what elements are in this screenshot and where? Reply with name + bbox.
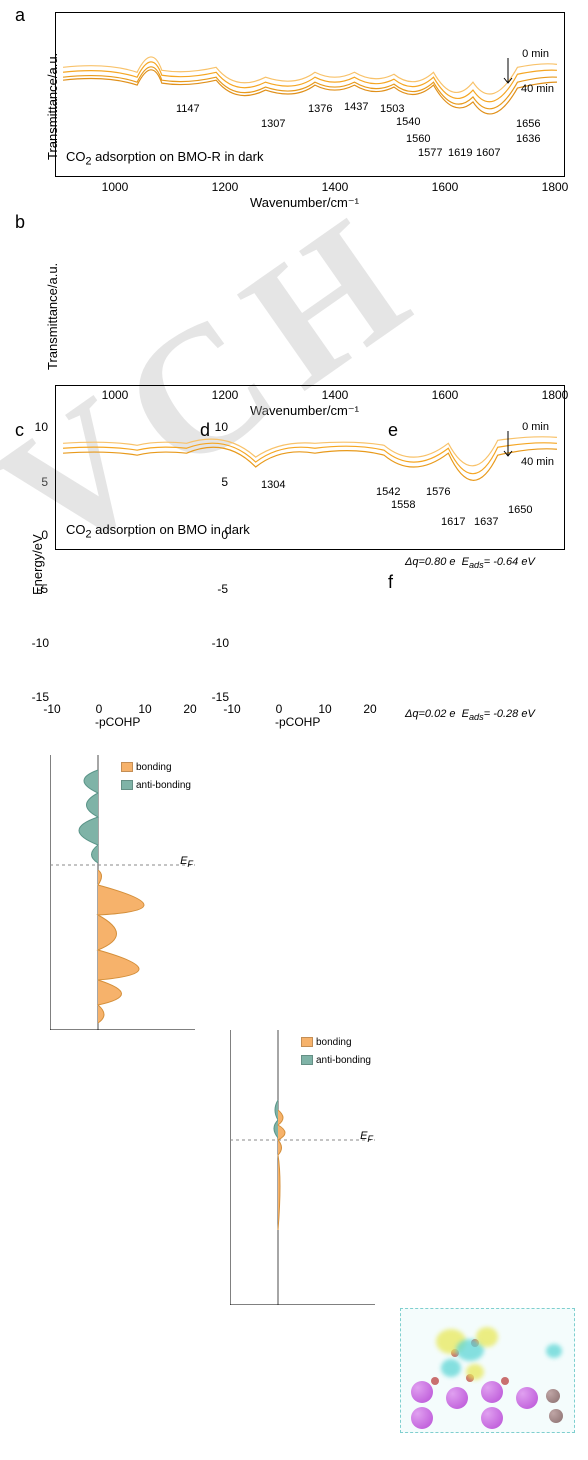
atom-big [411,1381,433,1403]
legend-bonding-c: bonding [121,762,172,773]
xtick-d-0: 0 [272,702,286,716]
ylabel-b: Transmittance/a.u. [45,263,60,370]
peak-1540: 1540 [396,116,420,128]
xtick-a-1600: 1600 [425,180,465,194]
peak-1542: 1542 [376,486,400,498]
cohp-c-svg [50,755,195,1030]
panel-a-label: a [15,5,25,26]
legend-bonding-label-d: bonding [316,1037,352,1048]
peak-1376: 1376 [308,103,332,115]
peak-1307: 1307 [261,118,285,130]
xtick-a-1200: 1200 [205,180,245,194]
legend-antibonding-label-d: anti-bonding [316,1055,371,1066]
xtick-a-1400: 1400 [315,180,355,194]
ytick-c-10: 10 [30,420,48,434]
panel-e-label: e [388,420,398,441]
xtick-a-1000: 1000 [95,180,135,194]
panel-b-label: b [15,212,25,233]
caption-f: Δq=0.02 e Eads= -0.28 eV [405,708,535,722]
time-0min-b: 0 min [522,421,549,433]
xlabel-c: -pCOHP [95,715,140,729]
iso-pos [476,1327,498,1347]
peak-1558: 1558 [391,499,415,511]
xtick-d-n10: -10 [220,702,244,716]
iso-neg [441,1359,461,1377]
time-40min-a: 40 min [521,83,554,95]
ytick-d-n5: -5 [210,582,228,596]
peak-1636: 1636 [516,133,540,145]
peak-1617: 1617 [441,516,465,528]
peak-1560: 1560 [406,133,430,145]
iso-neg [546,1344,562,1358]
peak-1607: 1607 [476,147,500,159]
time-40min-b: 40 min [521,456,554,468]
panel-c-cohp: bonding anti-bonding EF [50,755,195,1030]
legend-d: bonding anti-bonding [301,1034,371,1070]
caption-b: CO2 adsorption on BMO in dark [66,522,250,541]
peak-1637: 1637 [474,516,498,528]
legend-antibonding-d: anti-bonding [301,1055,371,1066]
xtick-a-1800: 1800 [535,180,575,194]
atom-big [411,1407,433,1429]
ef-label-d: EF [360,1130,373,1144]
panel-c-label: c [15,420,24,441]
legend-c: bonding anti-bonding [121,759,191,795]
time-0min-a: 0 min [522,48,549,60]
xtick-d-10: 10 [315,702,335,716]
ytick-d-n10: -10 [205,636,229,650]
legend-bonding-label-c: bonding [136,762,172,773]
xtick-c-0: 0 [92,702,106,716]
xtick-d-20: 20 [360,702,380,716]
legend-bonding-d: bonding [301,1037,352,1048]
panel-d-cohp: bonding anti-bonding EF [230,1030,375,1305]
peak-1304: 1304 [261,479,285,491]
panel-d-label: d [200,420,210,441]
atom-big [516,1387,538,1409]
peak-1437: 1437 [344,101,368,113]
xtick-c-10: 10 [135,702,155,716]
ytick-c-n5: -5 [30,582,48,596]
caption-e: Δq=0.80 e Eads= -0.64 eV [405,556,535,570]
atom-big [481,1407,503,1429]
atom-small [431,1377,439,1385]
cohp-d-svg [230,1030,375,1305]
peak-1503: 1503 [380,103,404,115]
legend-antibonding-c: anti-bonding [121,780,191,791]
xlabel-a: Wavenumber/cm⁻¹ [250,195,359,211]
xtick-c-n10: -10 [40,702,64,716]
legend-antibonding-label-c: anti-bonding [136,780,191,791]
peak-1576: 1576 [426,486,450,498]
atom-mid [549,1409,563,1423]
arrow-b [502,431,514,461]
ytick-c-5: 5 [30,475,48,489]
peak-1619: 1619 [448,147,472,159]
peak-1147: 1147 [176,103,200,115]
panel-f-label: f [388,572,393,593]
atom-small [501,1377,509,1385]
peak-1650: 1650 [508,504,532,516]
ytick-c-0: 0 [30,528,48,542]
panel-e-struct [400,1308,575,1433]
ytick-c-n10: -10 [25,636,49,650]
iso-pos [466,1364,484,1380]
arrow-a [502,58,514,88]
peak-1656: 1656 [516,118,540,130]
peak-1577: 1577 [418,147,442,159]
atom-big [446,1387,468,1409]
xlabel-d: -pCOHP [275,715,320,729]
panel-b-spectrum: 1304 1542 1558 1576 1617 1637 1650 0 min… [55,385,565,550]
panel-a-spectrum: 1147 1307 1376 1437 1503 1540 1560 1577 … [55,12,565,177]
atom-big [481,1381,503,1403]
ef-label-c: EF [180,855,193,869]
atom-mid [546,1389,560,1403]
caption-a: CO2 adsorption on BMO-R in dark [66,149,264,168]
xtick-c-20: 20 [180,702,200,716]
